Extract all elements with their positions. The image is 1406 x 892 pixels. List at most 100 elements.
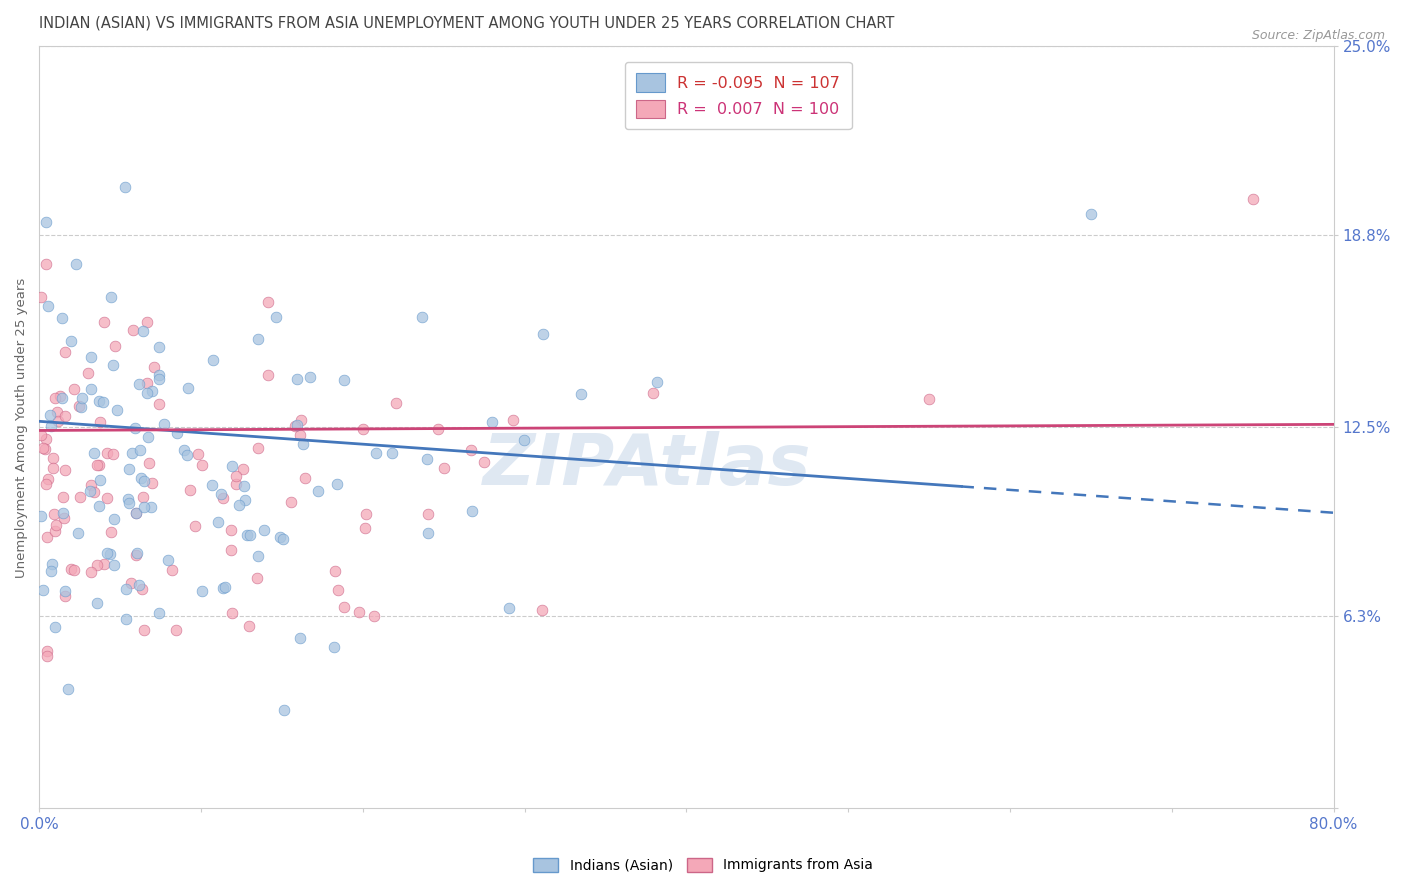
Point — [51, 392, 73, 406]
Point — [207, 516, 229, 530]
Point — [100, 524, 122, 539]
Point — [53, 583, 76, 598]
Point — [34, 442, 56, 456]
Point — [51, 311, 73, 326]
Point — [53, 589, 76, 603]
Point — [219, 523, 242, 537]
Point — [918, 392, 941, 407]
Point — [232, 462, 254, 476]
Point — [121, 446, 143, 460]
Point — [165, 624, 187, 638]
Point — [129, 471, 152, 485]
Point — [35, 530, 58, 544]
Point — [79, 484, 101, 499]
Point — [79, 477, 101, 491]
Point — [418, 507, 440, 521]
Point — [124, 421, 146, 435]
Point — [202, 353, 225, 368]
Point — [115, 612, 138, 626]
Point — [125, 546, 148, 560]
Point — [284, 418, 307, 433]
Point — [32, 582, 55, 597]
Point — [125, 549, 148, 563]
Legend: R = -0.095  N = 107, R =  0.007  N = 100: R = -0.095 N = 107, R = 0.007 N = 100 — [624, 62, 852, 129]
Point — [30, 428, 52, 442]
Point — [104, 339, 127, 353]
Point — [347, 605, 370, 619]
Point — [55, 409, 77, 423]
Point — [45, 517, 67, 532]
Point — [135, 386, 157, 401]
Point — [328, 582, 350, 597]
Point — [46, 405, 69, 419]
Point — [141, 475, 163, 490]
Point — [35, 644, 58, 658]
Point — [221, 459, 243, 474]
Point — [80, 565, 103, 579]
Point — [411, 310, 433, 325]
Point — [352, 422, 374, 436]
Point — [39, 419, 62, 434]
Point — [138, 456, 160, 470]
Point — [280, 495, 302, 509]
Point — [128, 578, 150, 592]
Point — [225, 476, 247, 491]
Point — [323, 565, 346, 579]
Point — [89, 474, 111, 488]
Point — [35, 648, 58, 663]
Point — [44, 619, 66, 633]
Point — [52, 511, 75, 525]
Point — [426, 422, 449, 436]
Point — [86, 596, 108, 610]
Point — [83, 446, 105, 460]
Point — [39, 409, 62, 423]
Point — [641, 386, 664, 401]
Point — [30, 290, 52, 304]
Legend: Indians (Asian), Immigrants from Asia: Indians (Asian), Immigrants from Asia — [527, 852, 879, 878]
Point — [271, 532, 294, 546]
Point — [269, 530, 291, 544]
Point — [60, 334, 83, 349]
Point — [101, 447, 124, 461]
Point — [353, 520, 375, 534]
Point — [288, 427, 311, 442]
Point — [246, 549, 269, 563]
Point — [148, 397, 170, 411]
Point — [173, 442, 195, 457]
Point — [49, 389, 72, 403]
Point — [52, 506, 75, 520]
Point — [571, 387, 593, 401]
Point — [46, 414, 69, 428]
Point — [285, 417, 308, 432]
Point — [96, 446, 118, 460]
Point — [125, 506, 148, 520]
Point — [322, 640, 344, 654]
Text: Source: ZipAtlas.com: Source: ZipAtlas.com — [1251, 29, 1385, 42]
Point — [98, 547, 121, 561]
Point — [285, 372, 308, 386]
Point — [212, 491, 235, 506]
Point — [385, 396, 408, 410]
Point — [132, 500, 155, 514]
Point — [233, 492, 256, 507]
Point — [131, 582, 153, 597]
Point — [481, 415, 503, 429]
Point — [53, 463, 76, 477]
Point — [253, 524, 276, 538]
Point — [93, 315, 115, 329]
Point — [42, 461, 65, 475]
Point — [531, 602, 554, 616]
Point — [65, 257, 87, 271]
Point — [273, 703, 295, 717]
Point — [44, 524, 66, 538]
Point — [332, 599, 354, 614]
Point — [131, 491, 153, 505]
Point — [148, 340, 170, 354]
Point — [131, 324, 153, 338]
Point — [257, 294, 280, 309]
Point — [239, 528, 262, 542]
Point — [294, 471, 316, 485]
Point — [221, 606, 243, 620]
Point — [121, 576, 143, 591]
Point — [87, 499, 110, 513]
